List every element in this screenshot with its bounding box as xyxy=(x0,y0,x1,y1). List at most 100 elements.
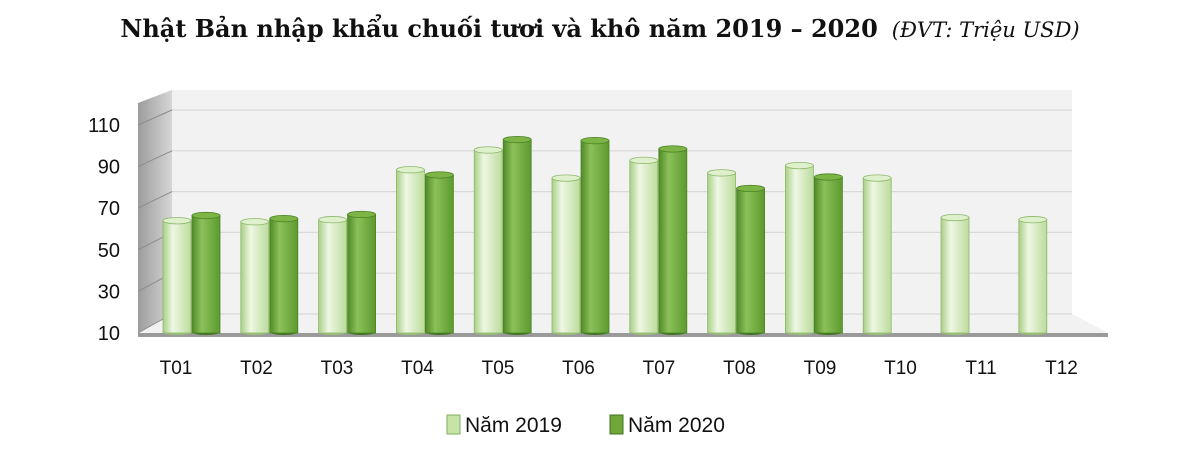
x-tick-label: T04 xyxy=(401,358,434,379)
bar-body xyxy=(240,221,270,334)
chart-title: Nhật Bản nhập khẩu chuối tươi và khô năm… xyxy=(120,14,878,43)
bar-top xyxy=(502,135,532,144)
x-tick-label: T10 xyxy=(884,358,917,379)
bar-t11-2019 xyxy=(940,213,970,335)
bar-top xyxy=(269,215,299,223)
bar-top xyxy=(318,216,348,224)
bar-body xyxy=(347,214,377,334)
bar-top xyxy=(1018,216,1048,224)
legend: Năm 2019 Năm 2020 xyxy=(446,414,725,437)
bar-t04-2020 xyxy=(424,171,454,335)
bar-t05-2019 xyxy=(473,146,503,335)
bar-body xyxy=(940,217,970,334)
y-tick-label: 70 xyxy=(98,198,120,220)
legend-label: Năm 2020 xyxy=(628,414,725,437)
bar-top xyxy=(629,156,659,164)
bar-body xyxy=(473,149,503,334)
bar-body xyxy=(162,220,192,334)
bar-body xyxy=(551,177,581,334)
x-tick-label: T11 xyxy=(965,358,996,379)
bar-body xyxy=(580,140,610,334)
y-tick-label: 50 xyxy=(98,240,120,262)
bar-body xyxy=(191,215,221,334)
bar-body xyxy=(629,159,659,334)
bar-t05-2020 xyxy=(502,135,532,335)
bar-top xyxy=(862,174,892,182)
x-tick-label: T09 xyxy=(804,358,837,379)
bar-top xyxy=(191,211,221,220)
y-tick-label: 30 xyxy=(98,281,120,303)
x-tick-label: T03 xyxy=(321,358,354,379)
bar-body xyxy=(862,177,892,334)
y-tick-label: 10 xyxy=(98,323,120,345)
bar-t06-2020 xyxy=(580,137,610,335)
bar-body xyxy=(269,218,299,334)
bar-t08-2019 xyxy=(707,169,736,335)
bar-top xyxy=(940,213,970,222)
bar-top xyxy=(240,218,270,226)
bar-top xyxy=(814,173,843,181)
bar-top xyxy=(736,184,765,193)
bars xyxy=(162,135,1048,335)
bar-t08-2020 xyxy=(736,184,765,335)
chart-unit: (ĐVT: Triệu USD) xyxy=(891,18,1080,42)
bar-t03-2019 xyxy=(318,216,348,335)
bar-body xyxy=(1018,219,1048,334)
bar-top xyxy=(473,146,503,154)
gridline-side xyxy=(137,191,173,209)
bar-body xyxy=(736,188,765,334)
bar-body xyxy=(424,174,454,334)
bar-top xyxy=(551,174,581,182)
legend-item-2020: Năm 2020 xyxy=(609,414,725,437)
floor-edge xyxy=(138,333,1108,337)
x-tick-label: T02 xyxy=(240,358,273,379)
y-tick-label: 90 xyxy=(98,157,120,179)
gridline-side xyxy=(137,150,173,168)
bar-top xyxy=(395,166,425,174)
bar-t07-2019 xyxy=(629,156,659,335)
x-axis: T01 T02 T03 T04 T05 T06 T07 T08 T09 T10 T11 T12 xyxy=(160,358,1078,379)
bar-top xyxy=(424,171,454,179)
x-tick-label: T05 xyxy=(482,358,515,379)
y-axis: 10 30 50 70 90 110 xyxy=(88,115,120,345)
bar-t09-2020 xyxy=(814,173,843,335)
bar-body xyxy=(814,176,843,334)
x-tick-label: T08 xyxy=(723,358,756,379)
bar-top xyxy=(707,169,736,177)
chart-title-row: Nhật Bản nhập khẩu chuối tươi và khô năm… xyxy=(0,14,1200,43)
gridline-side xyxy=(137,109,173,126)
bar-t09-2019 xyxy=(785,161,814,335)
bar-body xyxy=(785,165,814,334)
x-tick-label: T01 xyxy=(160,358,193,379)
legend-label: Năm 2019 xyxy=(465,414,562,437)
bar-t10-2019 xyxy=(862,174,892,335)
x-tick-label: T12 xyxy=(1045,358,1078,379)
x-tick-label: T06 xyxy=(562,358,595,379)
bar-body xyxy=(395,169,425,334)
bar-top xyxy=(580,137,610,145)
bar-t01-2019 xyxy=(162,217,192,335)
bar-t02-2020 xyxy=(269,215,299,335)
bar-top xyxy=(347,210,377,219)
bar-body xyxy=(318,219,348,334)
legend-swatch xyxy=(609,414,624,435)
y-tick-label: 110 xyxy=(88,115,120,137)
bar-t03-2020 xyxy=(347,210,377,335)
bar-top xyxy=(658,145,688,153)
bar-t12-2019 xyxy=(1018,216,1048,335)
bar-t01-2020 xyxy=(191,211,221,335)
legend-item-2019: Năm 2019 xyxy=(446,414,562,437)
x-tick-label: T07 xyxy=(643,358,676,379)
bar-t07-2020 xyxy=(658,145,688,335)
bar-top xyxy=(785,161,814,170)
bar-body xyxy=(707,172,736,334)
bar-body xyxy=(658,148,688,334)
bar-t04-2019 xyxy=(395,166,425,335)
bar-t06-2019 xyxy=(551,174,581,335)
legend-swatch xyxy=(446,414,461,435)
bar-t02-2019 xyxy=(240,218,270,335)
bar-body xyxy=(502,139,532,334)
bar-top xyxy=(162,217,192,225)
back-wall xyxy=(172,90,1072,314)
